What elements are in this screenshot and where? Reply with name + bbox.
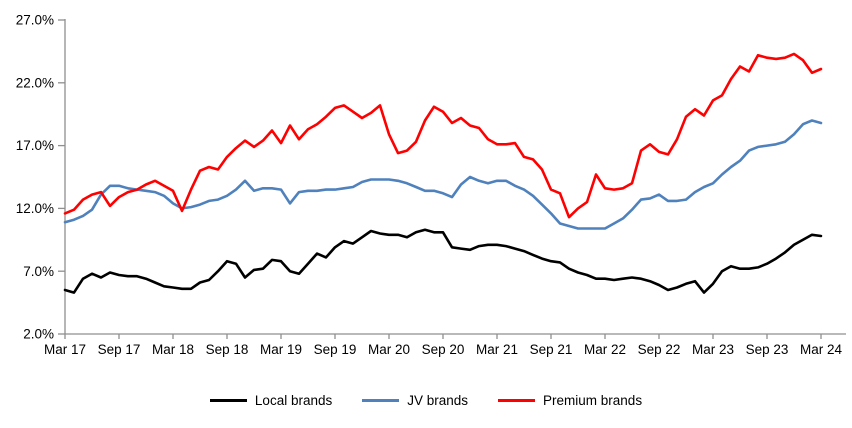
x-tick-label: Sep 20 (422, 342, 465, 357)
x-tick-label: Sep 21 (530, 342, 573, 357)
legend-item-jv-brands: JV brands (362, 393, 468, 408)
chart-legend: Local brands JV brands Premium brands (0, 387, 852, 413)
series-line-jv-brands (63, 119, 823, 230)
legend-swatch-premium-brands (498, 398, 536, 402)
legend-swatch-local-brands (209, 398, 247, 402)
x-tick-label: Sep 18 (206, 342, 249, 357)
x-tick-label: Mar 21 (476, 342, 518, 357)
x-tick-label: Mar 20 (368, 342, 410, 357)
legend-swatch-jv-brands (362, 398, 400, 402)
legend-label-premium-brands: Premium brands (543, 392, 643, 408)
legend-item-premium-brands: Premium brands (498, 393, 642, 408)
y-tick-label: 17.0% (16, 138, 54, 153)
x-tick-label: Sep 19 (314, 342, 357, 357)
y-tick-label: 22.0% (16, 75, 54, 90)
legend-label-local-brands: Local brands (254, 392, 333, 408)
x-tick-label: Sep 22 (638, 342, 681, 357)
x-tick-label: Mar 22 (584, 342, 626, 357)
y-tick-label: 7.0% (23, 264, 54, 279)
legend-item-local-brands: Local brands (209, 392, 333, 408)
y-tick-label: 2.0% (23, 327, 54, 342)
x-tick-label: Mar 18 (152, 342, 194, 357)
x-tick-label: Mar 17 (44, 342, 86, 357)
x-tick-label: Mar 19 (260, 342, 302, 357)
x-tick-label: Mar 23 (692, 342, 734, 357)
y-tick-label: 12.0% (16, 201, 54, 216)
x-tick-label: Sep 17 (98, 342, 141, 357)
x-tick-label: Sep 23 (746, 342, 789, 357)
y-tick-label: 27.0% (16, 13, 54, 28)
legend-label-jv-brands: JV brands (407, 392, 469, 408)
plot-area: 27.0% 22.0% 17.0% 12.0% 7.0% 2.0%Mar 17 Sep 17… (16, 13, 846, 357)
series-line-local-brands (63, 228, 823, 294)
x-tick-label: Mar 24 (800, 342, 843, 357)
series-line-premium-brands (63, 52, 823, 219)
